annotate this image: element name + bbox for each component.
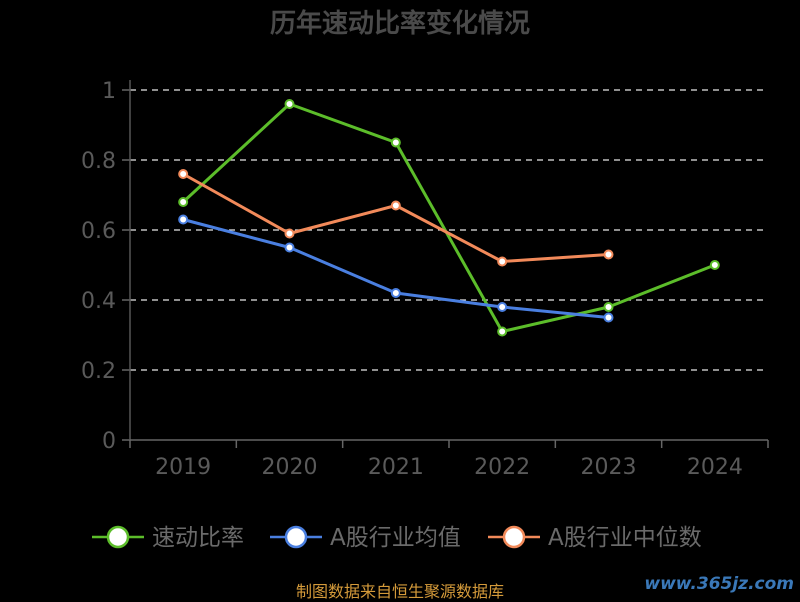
x-tick-label: 2022 [474,455,530,480]
series-1 [178,214,614,323]
data-point [178,197,189,207]
x-tick-label: 2024 [687,455,743,480]
x-tick-label: 2021 [368,455,424,480]
data-point [390,200,401,211]
series-0 [178,99,720,337]
chart-title: 历年速动比率变化情况 [270,8,530,39]
data-source-note: 制图数据来自恒生聚源数据库 [295,582,504,601]
data-point [497,326,508,337]
x-tick-label: 2023 [581,455,637,480]
data-point [603,312,614,323]
data-point [178,169,189,179]
y-tick-label: 0.2 [81,359,116,384]
y-tick-label: 0 [102,429,116,454]
series-2 [178,169,614,267]
legend-swatch-marker [502,525,526,549]
series-line [182,102,716,333]
data-point [709,260,720,270]
legend-item[interactable]: A股行业中位数 [488,525,702,551]
data-point [497,256,508,267]
series-line [182,218,609,319]
legend-swatch-marker [284,525,308,549]
data-point [284,99,295,109]
y-tick-label: 1 [102,79,116,104]
series-group [178,99,720,337]
axes: 0 0.2 0.4 0.6 0.8 1 2019 2020 2021 2022 2023 2024 [81,79,769,480]
legend-label: A股行业中位数 [548,525,702,551]
legend: 速动比率 A股行业均值 A股行业中位数 [92,525,702,551]
x-tick-label: 2019 [155,455,211,480]
data-point [284,242,295,253]
legend-label: A股行业均值 [330,525,461,551]
legend-item[interactable]: A股行业均值 [270,525,461,551]
y-tick-label: 0.6 [81,219,116,244]
data-point [497,302,508,312]
y-tick-label: 0.4 [81,289,116,314]
data-point [178,214,189,225]
data-point [284,228,295,239]
legend-swatch-marker [106,525,130,549]
series-line [182,172,609,263]
data-point [603,302,614,312]
x-tick-label: 2020 [262,455,318,480]
legend-item[interactable]: 速动比率 [92,525,244,551]
legend-label: 速动比率 [152,525,244,551]
watermark: www.365jz.com [644,574,794,594]
data-point [603,249,614,260]
data-point [390,137,401,148]
y-tick-label: 0.8 [81,149,116,174]
data-point [390,288,401,298]
